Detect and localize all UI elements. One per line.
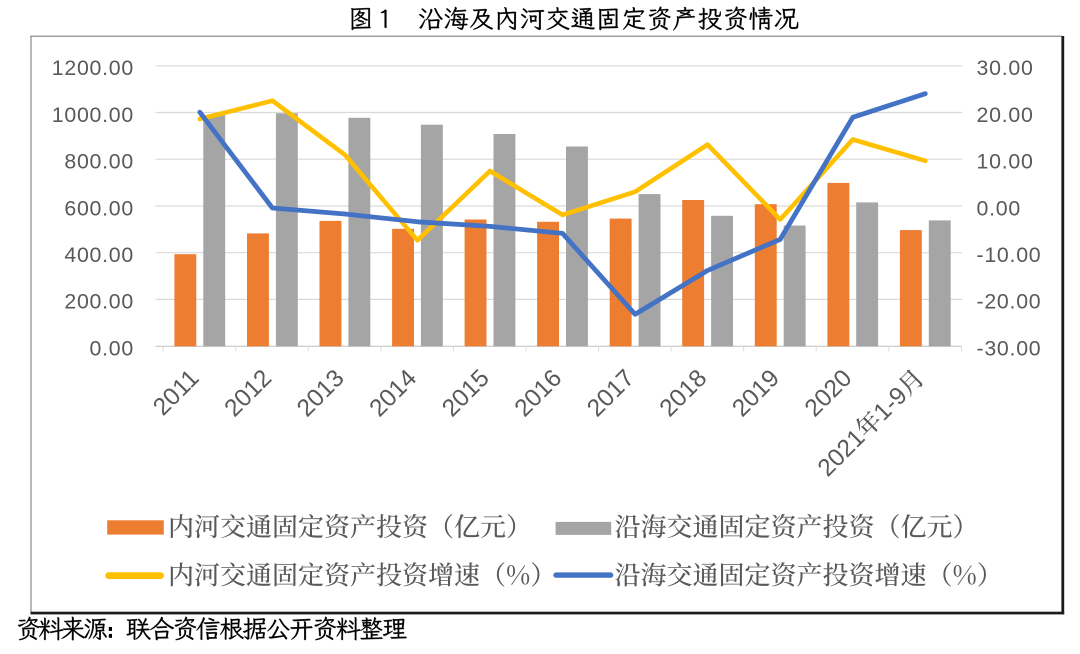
svg-text:1000.00: 1000.00 xyxy=(52,103,134,127)
svg-text:0.00: 0.00 xyxy=(90,336,134,360)
svg-text:1200.00: 1200.00 xyxy=(52,56,134,80)
svg-text:30.00: 30.00 xyxy=(977,56,1034,80)
svg-text:10.00: 10.00 xyxy=(977,150,1034,174)
svg-text:-10.00: -10.00 xyxy=(977,243,1042,267)
svg-text:-20.00: -20.00 xyxy=(977,290,1042,314)
svg-text:600.00: 600.00 xyxy=(64,196,134,220)
svg-text:400.00: 400.00 xyxy=(64,243,134,267)
svg-text:-30.00: -30.00 xyxy=(977,336,1042,360)
svg-text:800.00: 800.00 xyxy=(64,150,134,174)
svg-text:200.00: 200.00 xyxy=(64,290,134,314)
svg-text:0.00: 0.00 xyxy=(977,196,1021,220)
svg-text:20.00: 20.00 xyxy=(977,103,1034,127)
